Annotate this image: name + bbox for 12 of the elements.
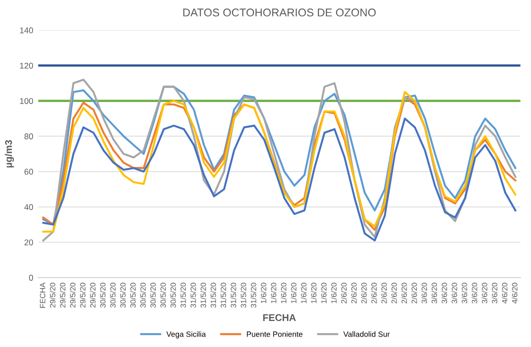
x-axis-title: FECHA — [263, 314, 296, 322]
y-tick-label: 120 — [20, 62, 34, 69]
y-tick-label: 0 — [29, 274, 34, 281]
y-axis-title: µg/m3 — [4, 140, 14, 168]
chart-title: DATOS OCTOHORARIOS DE OZONO — [183, 8, 376, 16]
y-tick-label: 20 — [24, 239, 34, 246]
y-tick-label: 60 — [24, 168, 34, 175]
y-tick-label: 100 — [20, 98, 34, 104]
y-tick-label: 80 — [24, 133, 34, 140]
line-series — [42, 118, 516, 242]
y-tick-label: 40 — [24, 204, 34, 210]
y-tick-label: 140 — [20, 27, 34, 34]
